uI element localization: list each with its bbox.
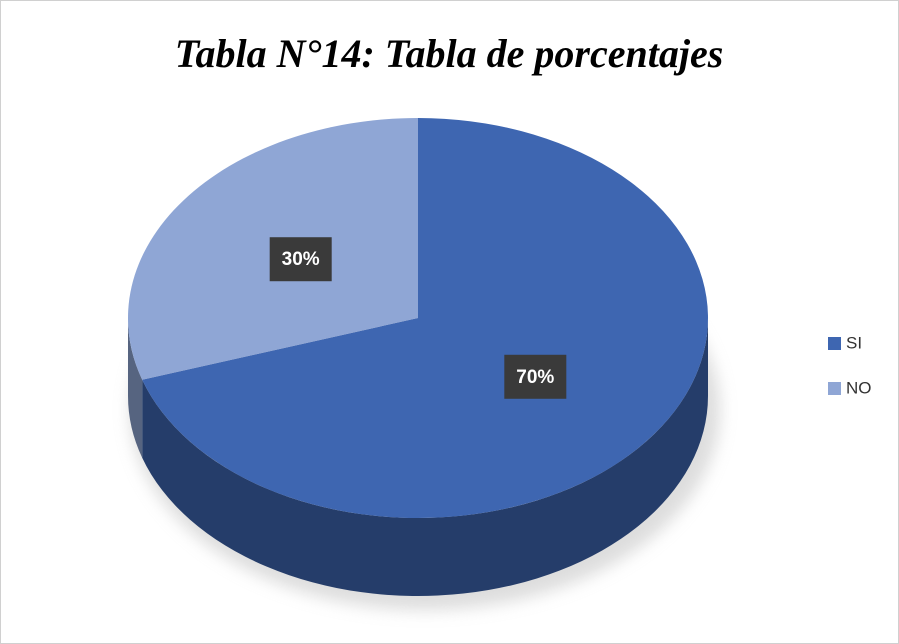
- legend-label: SI: [846, 333, 862, 352]
- value-label-box: [504, 354, 567, 399]
- legend-swatch: [828, 337, 841, 350]
- legend-swatch: [828, 382, 841, 395]
- legend-label: NO: [846, 378, 872, 397]
- pie-slice: [142, 118, 708, 518]
- pie-side: [128, 318, 143, 458]
- value-label: 30%: [282, 249, 320, 270]
- value-label-box: [269, 237, 332, 282]
- value-label: 70%: [516, 367, 554, 388]
- pie-side: [142, 318, 708, 596]
- chart-title: Tabla N°14: Tabla de porcentajes: [175, 31, 724, 76]
